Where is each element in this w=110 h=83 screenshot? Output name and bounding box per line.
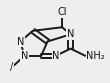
Text: N: N bbox=[52, 51, 60, 61]
Text: N: N bbox=[67, 29, 74, 39]
Text: N: N bbox=[17, 37, 24, 46]
Text: Cl: Cl bbox=[57, 7, 67, 17]
Text: N: N bbox=[21, 51, 28, 61]
Text: /: / bbox=[10, 62, 14, 72]
Text: NH₂: NH₂ bbox=[86, 51, 105, 61]
